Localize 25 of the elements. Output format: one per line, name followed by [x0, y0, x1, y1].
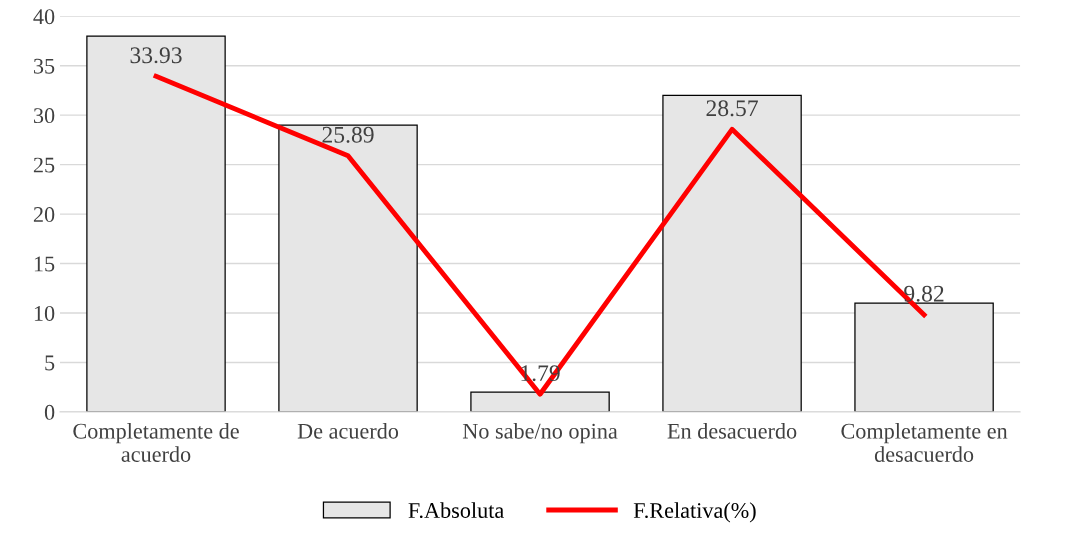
data-label: 9.82	[904, 285, 944, 302]
bar	[470, 391, 610, 412]
data-label: 28.57	[706, 100, 758, 117]
data-label: 25.89	[322, 126, 374, 143]
y-tick-label: 35	[33, 58, 55, 74]
x-tick-label: En desacuerdo	[667, 423, 797, 439]
y-tick-label: 5	[45, 355, 55, 371]
y-tick-label: 25	[33, 157, 55, 173]
bar	[662, 94, 802, 412]
data-label: 33.93	[130, 47, 182, 64]
bar	[278, 124, 418, 412]
y-tick-label: 20	[33, 207, 55, 223]
y-tick-label: 15	[34, 256, 55, 272]
x-tick-label: Completamente en desacuerdo	[841, 423, 1008, 462]
y-tick-label: 0	[44, 404, 55, 420]
y-tick-label: 30	[33, 108, 55, 124]
x-tick-label: De acuerdo	[297, 423, 399, 439]
bar	[854, 302, 994, 412]
y-tick-label: 40	[33, 9, 55, 25]
x-tick-label: Completamente de acuerdo	[73, 423, 239, 462]
legend-label: F.Relativa(%)	[633, 502, 756, 523]
bar	[86, 35, 226, 412]
y-tick-label: 10	[34, 305, 55, 321]
x-tick-label: No sabe/no opina	[462, 423, 618, 444]
legend-label: F.Absoluta	[408, 502, 504, 519]
